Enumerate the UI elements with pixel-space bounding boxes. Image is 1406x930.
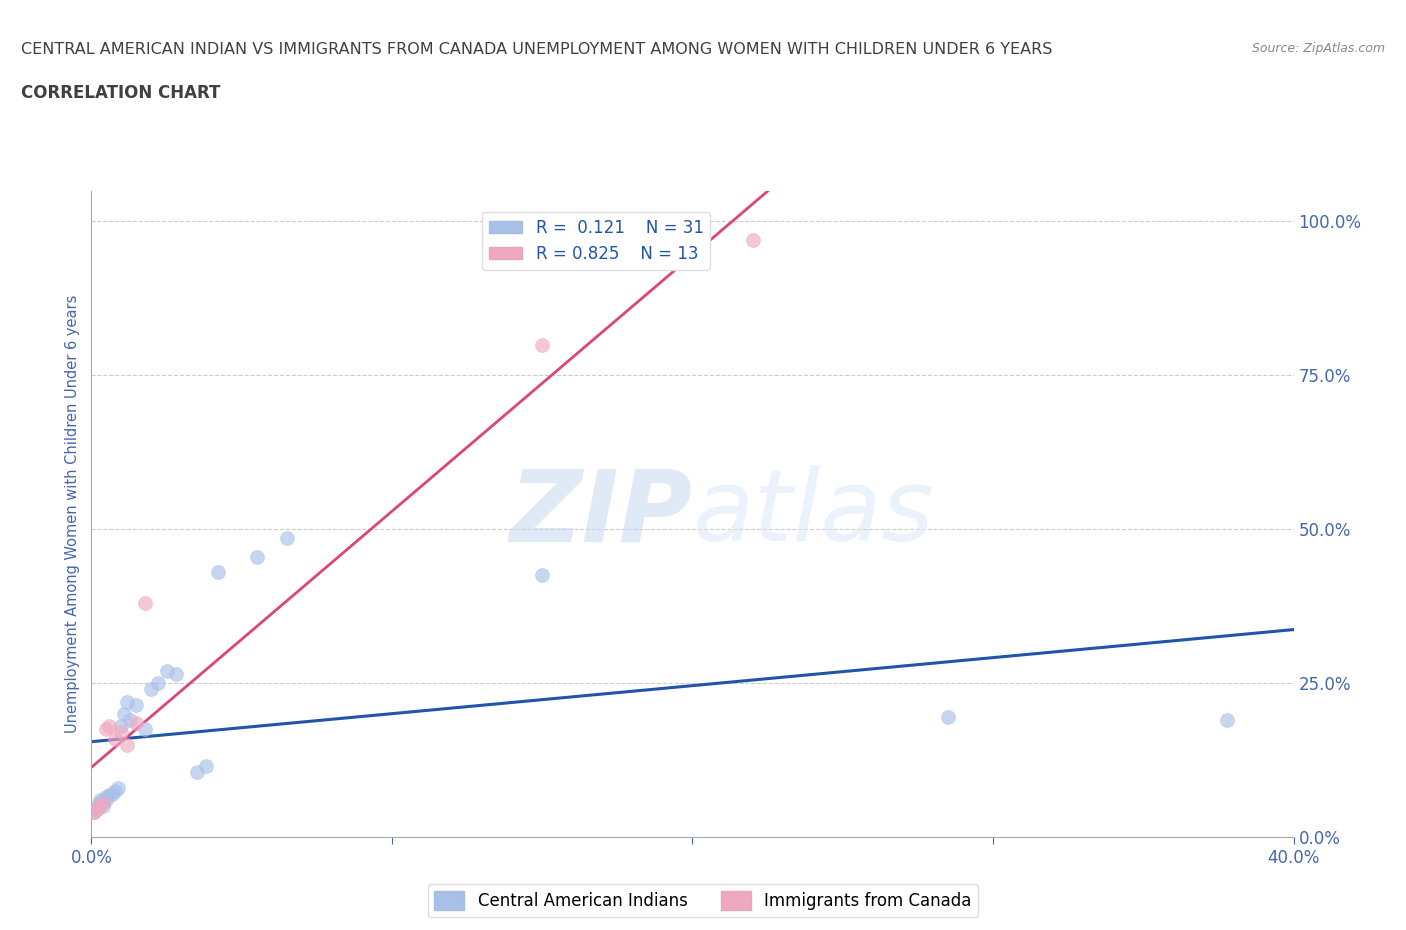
- Point: [120, 712, 142, 727]
- Point: [93, 796, 115, 811]
- Point: [117, 694, 139, 709]
- Point: [98, 788, 121, 803]
- Point: [246, 550, 269, 565]
- Y-axis label: Unemployment Among Women with Children Under 6 years: Unemployment Among Women with Children U…: [65, 295, 80, 733]
- Point: [141, 682, 163, 697]
- Point: [89, 796, 111, 811]
- Point: [104, 731, 127, 746]
- Point: [93, 799, 115, 814]
- Point: [741, 232, 763, 247]
- Point: [531, 337, 554, 352]
- Point: [110, 724, 132, 739]
- Point: [194, 759, 217, 774]
- Point: [89, 792, 111, 807]
- Point: [207, 565, 229, 579]
- Point: [96, 790, 118, 804]
- Point: [86, 802, 108, 817]
- Point: [110, 719, 132, 734]
- Point: [134, 595, 156, 610]
- Point: [114, 707, 136, 722]
- Point: [146, 676, 169, 691]
- Point: [93, 792, 115, 807]
- Legend: R =  0.121    N = 31, R = 0.825    N = 13: R = 0.121 N = 31, R = 0.825 N = 13: [482, 212, 710, 270]
- Point: [107, 780, 129, 795]
- Point: [125, 698, 148, 712]
- Point: [83, 805, 105, 820]
- Point: [96, 722, 118, 737]
- Point: [104, 783, 127, 798]
- Point: [1216, 712, 1239, 727]
- Point: [186, 764, 208, 779]
- Text: CORRELATION CHART: CORRELATION CHART: [21, 84, 221, 101]
- Point: [276, 531, 298, 546]
- Point: [936, 710, 959, 724]
- Text: CENTRAL AMERICAN INDIAN VS IMMIGRANTS FROM CANADA UNEMPLOYMENT AMONG WOMEN WITH : CENTRAL AMERICAN INDIAN VS IMMIGRANTS FR…: [21, 42, 1053, 57]
- Point: [89, 799, 111, 814]
- Point: [96, 792, 118, 807]
- Point: [86, 802, 108, 817]
- Point: [165, 667, 187, 682]
- Text: Source: ZipAtlas.com: Source: ZipAtlas.com: [1251, 42, 1385, 55]
- Point: [155, 663, 177, 678]
- Text: atlas: atlas: [692, 465, 934, 563]
- Point: [134, 722, 156, 737]
- Point: [98, 719, 121, 734]
- Point: [531, 568, 554, 583]
- Point: [86, 799, 108, 814]
- Point: [125, 716, 148, 731]
- Point: [101, 787, 124, 802]
- Point: [83, 805, 105, 820]
- Text: ZIP: ZIP: [509, 465, 692, 563]
- Point: [117, 737, 139, 752]
- Legend: Central American Indians, Immigrants from Canada: Central American Indians, Immigrants fro…: [427, 884, 979, 917]
